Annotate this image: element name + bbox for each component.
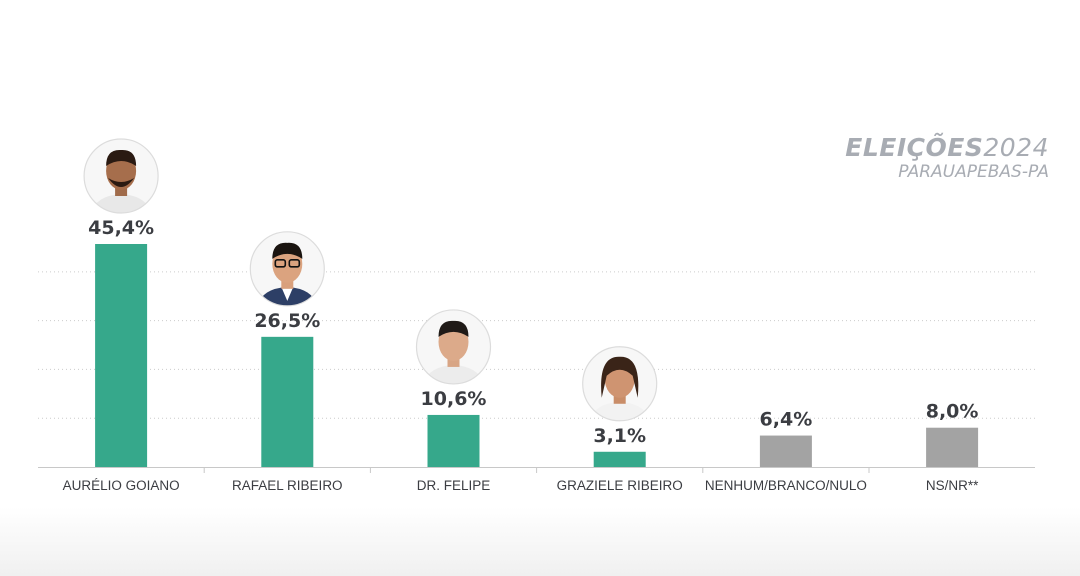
data-label: 10,6% (421, 388, 487, 410)
data-label: 6,4% (760, 409, 813, 431)
bar-6 (926, 427, 979, 467)
x-tick-label: DR. FELIPE (417, 478, 491, 493)
x-tick-label: GRAZIELE RIBEIRO (557, 478, 683, 493)
candidate-photo-frame (415, 309, 492, 385)
data-label: 8,0% (926, 401, 979, 423)
data-label: 45,4% (88, 217, 154, 239)
candidate-photo-frame (83, 138, 159, 214)
brand-title: ELEIÇÕES2024 (845, 133, 1049, 162)
x-tick-label: RAFAEL RIBEIRO (232, 478, 343, 493)
candidate-photo-frame (582, 346, 658, 422)
x-tick-label: AURÉLIO GOIANO (63, 478, 180, 493)
brand-title-year: 2024 (983, 133, 1049, 162)
data-label: 3,1% (593, 425, 646, 447)
candidate-photo (250, 231, 325, 306)
candidate-photo (582, 346, 657, 421)
bar-1 (95, 244, 148, 467)
x-tick-label: NS/NR** (926, 478, 979, 493)
data-label: 26,5% (254, 310, 320, 332)
candidate-photo (416, 309, 491, 384)
brand-subtitle: PARAUAPEBAS-PA (898, 162, 1049, 182)
brand-title-bold: ELEIÇÕES (845, 133, 984, 162)
bar-3 (427, 414, 480, 467)
brand-block: ELEIÇÕES2024 PARAUAPEBAS-PA (845, 133, 1049, 182)
candidate-photo (84, 139, 159, 213)
candidate-photo-frame (249, 231, 325, 307)
bar-5 (759, 435, 812, 467)
x-tick-label: NENHUM/BRANCO/NULO (705, 478, 867, 493)
bar-4 (593, 451, 646, 467)
bar-2 (261, 336, 314, 467)
